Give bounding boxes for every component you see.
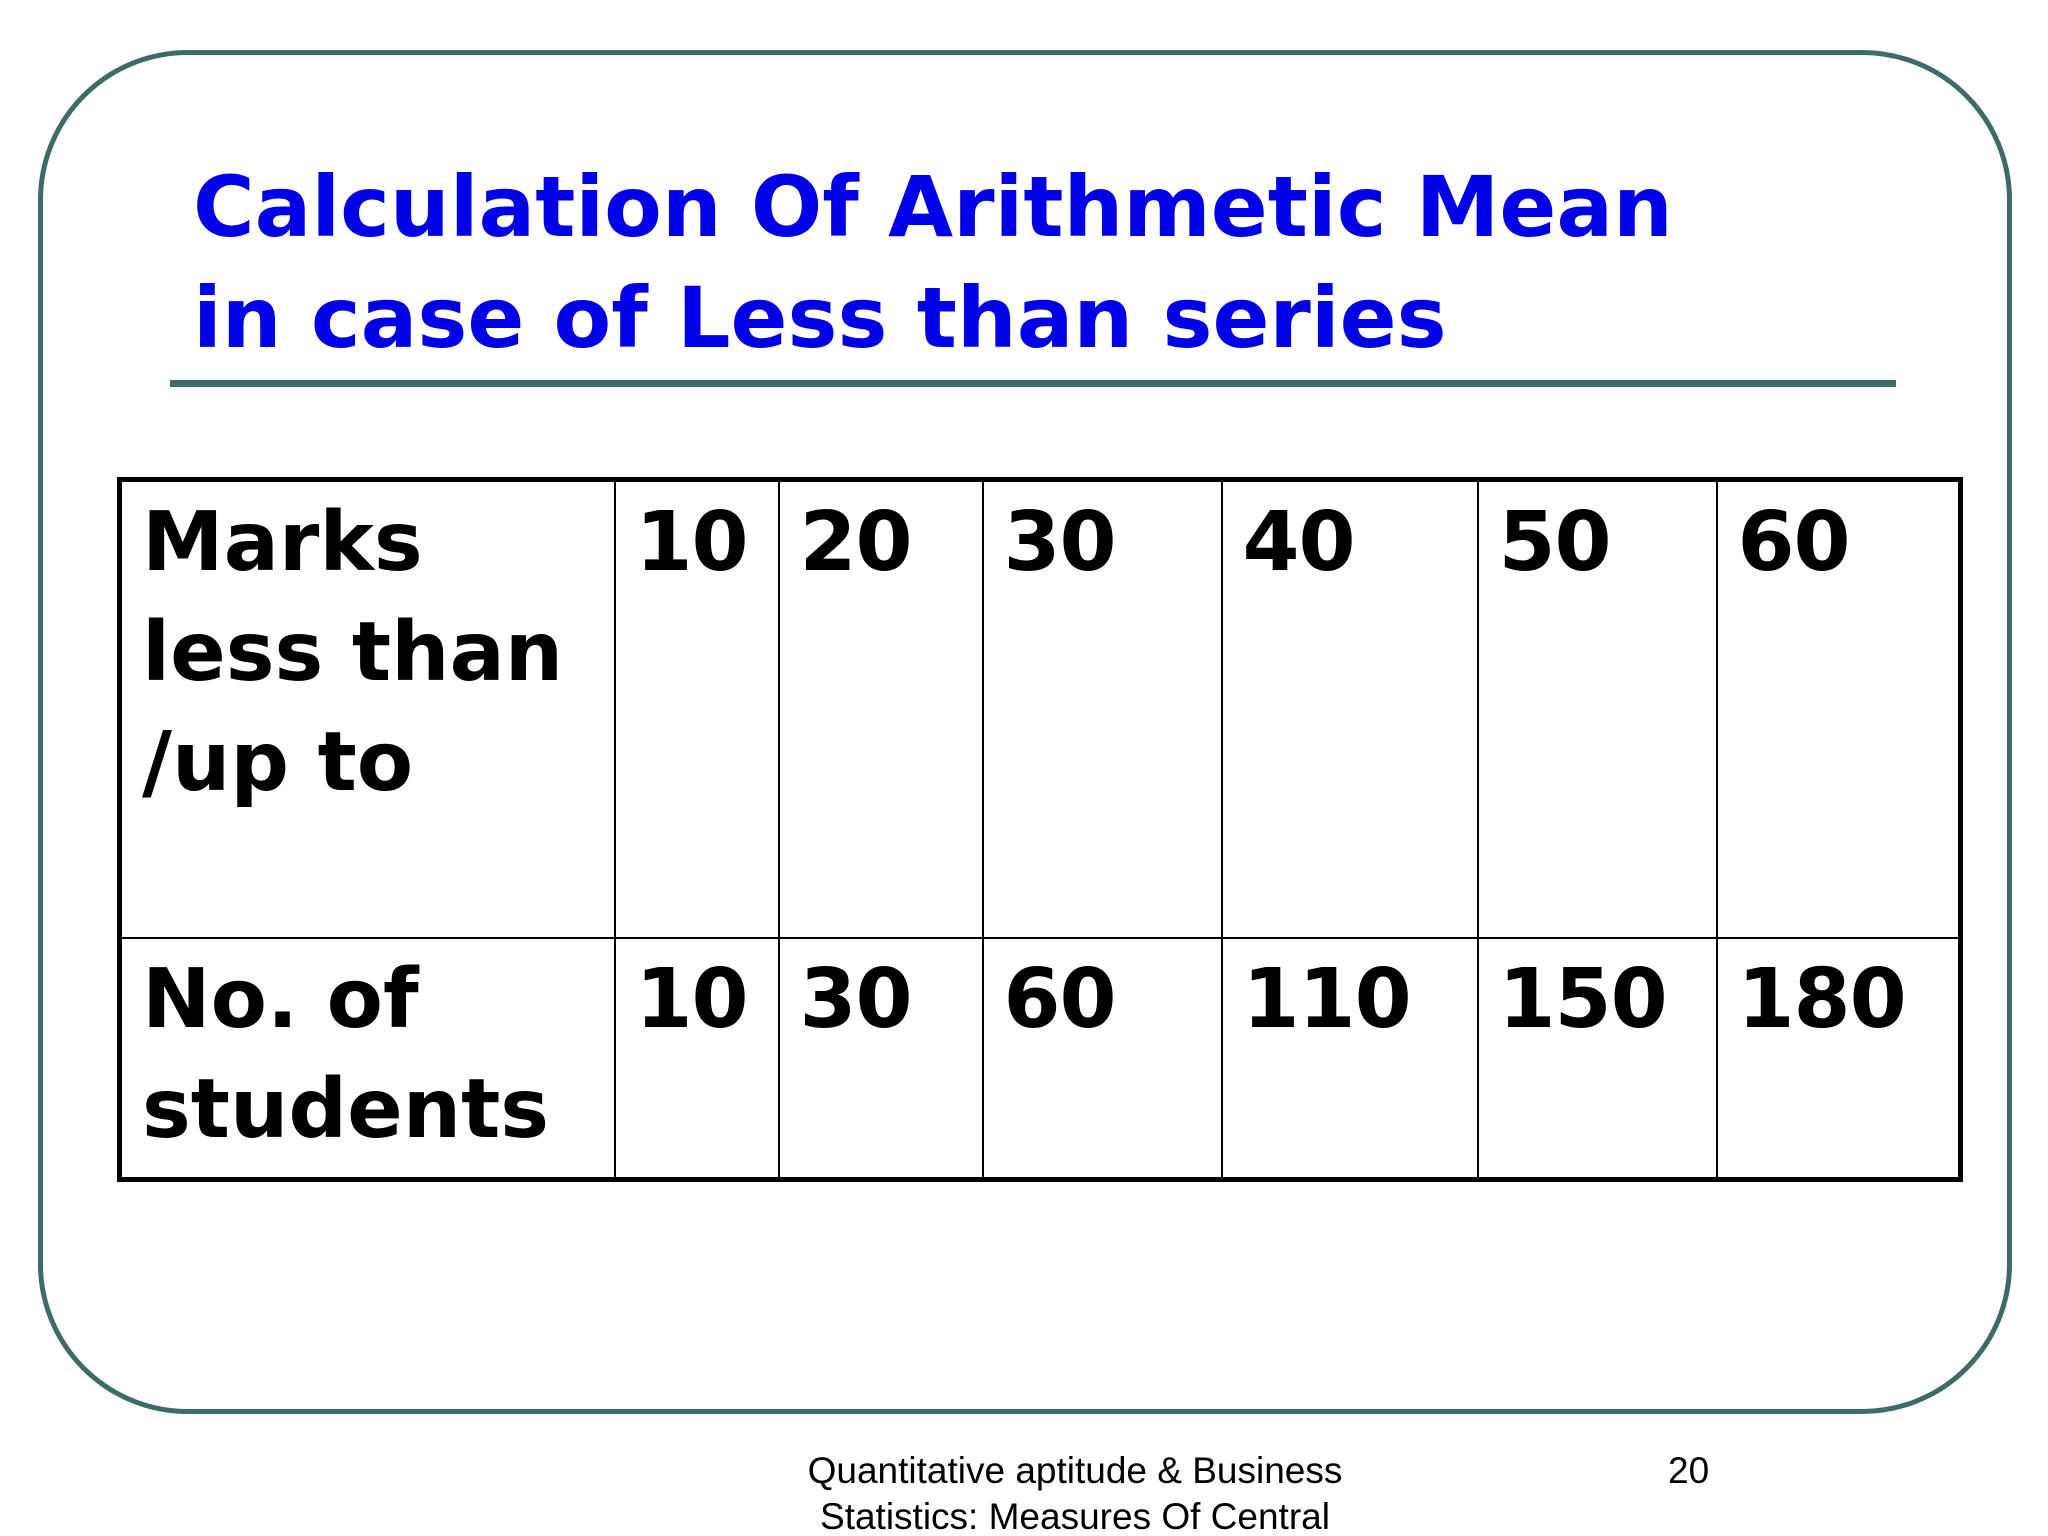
footer-text: Quantitative aptitude & Business Statist… — [760, 1448, 1390, 1536]
table-cell: 180 — [1715, 936, 1962, 1181]
title-divider — [170, 380, 1896, 387]
row-label-marks: Marks less than /up to — [118, 478, 616, 939]
table-cell: 60 — [981, 936, 1223, 1181]
table-cell: 30 — [981, 478, 1223, 939]
table-cell: 10 — [613, 478, 780, 939]
table-cell: 10 — [613, 936, 780, 1181]
table-row-students: No. of students 10 30 60 110 150 180 — [118, 936, 1962, 1181]
title-line-1: Calculation Of Arithmetic Mean — [193, 158, 1673, 256]
footer-line-1: Quantitative aptitude & Business — [807, 1450, 1343, 1491]
table-cell: 60 — [1715, 478, 1962, 939]
table-cell: 150 — [1476, 936, 1718, 1181]
table-row-marks: Marks less than /up to 10 20 30 40 50 60 — [118, 478, 1962, 939]
data-table: Marks less than /up to 10 20 30 40 50 60… — [117, 477, 1963, 1182]
table-cell: 20 — [777, 478, 984, 939]
page-number: 20 — [1668, 1450, 1710, 1491]
table-cell: 40 — [1220, 478, 1479, 939]
title-line-2: in case of Less than series — [193, 269, 1447, 367]
slide-title: Calculation Of Arithmetic Mean in case o… — [193, 152, 1893, 374]
row-label-students: No. of students — [118, 936, 616, 1181]
table-cell: 30 — [777, 936, 984, 1181]
table-cell: 50 — [1476, 478, 1718, 939]
table-cell: 110 — [1220, 936, 1479, 1181]
footer-line-2: Statistics: Measures Of Central — [820, 1496, 1330, 1536]
